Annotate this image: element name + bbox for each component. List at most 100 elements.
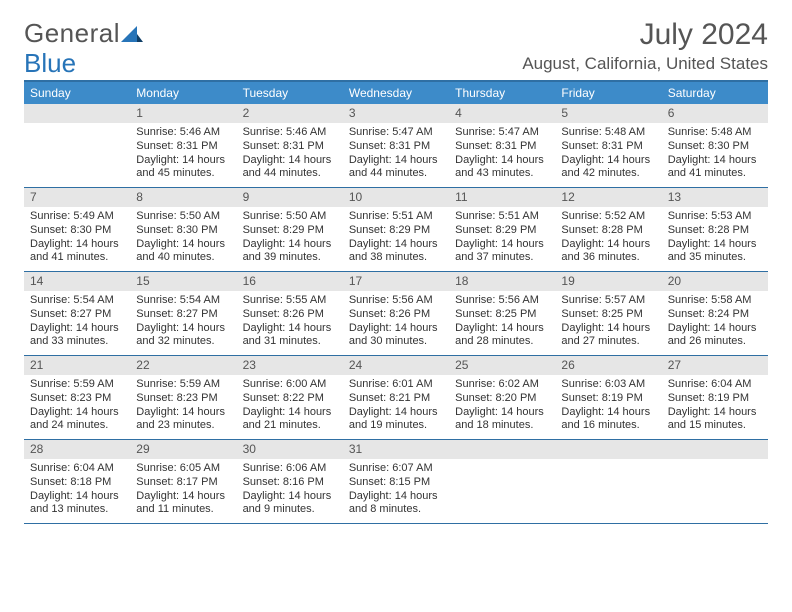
daylight-text: Daylight: 14 hours and 28 minutes.: [455, 322, 549, 350]
day-cell: 19Sunrise: 5:57 AMSunset: 8:25 PMDayligh…: [555, 272, 661, 355]
daylight-text: Daylight: 14 hours and 37 minutes.: [455, 238, 549, 266]
day-body: Sunrise: 5:51 AMSunset: 8:29 PMDaylight:…: [449, 207, 555, 271]
sunrise-text: Sunrise: 5:56 AM: [349, 294, 443, 308]
sunset-text: Sunset: 8:27 PM: [30, 308, 124, 322]
day-body: Sunrise: 6:06 AMSunset: 8:16 PMDaylight:…: [237, 459, 343, 523]
daylight-text: Daylight: 14 hours and 39 minutes.: [243, 238, 337, 266]
sunset-text: Sunset: 8:22 PM: [243, 392, 337, 406]
daylight-text: Daylight: 14 hours and 42 minutes.: [561, 154, 655, 182]
daylight-text: Daylight: 14 hours and 8 minutes.: [349, 490, 443, 518]
day-number: [662, 440, 768, 459]
daylight-text: Daylight: 14 hours and 23 minutes.: [136, 406, 230, 434]
day-number: 5: [555, 104, 661, 123]
daylight-text: Daylight: 14 hours and 40 minutes.: [136, 238, 230, 266]
header: General July 2024 August, California, Un…: [24, 18, 768, 74]
day-cell: 27Sunrise: 6:04 AMSunset: 8:19 PMDayligh…: [662, 356, 768, 439]
day-cell: 8Sunrise: 5:50 AMSunset: 8:30 PMDaylight…: [130, 188, 236, 271]
dow-thu: Thursday: [449, 82, 555, 104]
sunset-text: Sunset: 8:25 PM: [561, 308, 655, 322]
week-row: 7Sunrise: 5:49 AMSunset: 8:30 PMDaylight…: [24, 188, 768, 272]
sunrise-text: Sunrise: 6:00 AM: [243, 378, 337, 392]
location: August, California, United States: [522, 54, 768, 74]
day-number: [555, 440, 661, 459]
dow-mon: Monday: [130, 82, 236, 104]
sunrise-text: Sunrise: 6:02 AM: [455, 378, 549, 392]
day-number: 12: [555, 188, 661, 207]
sunset-text: Sunset: 8:30 PM: [136, 224, 230, 238]
sunset-text: Sunset: 8:31 PM: [349, 140, 443, 154]
day-cell: 29Sunrise: 6:05 AMSunset: 8:17 PMDayligh…: [130, 440, 236, 523]
day-number: 31: [343, 440, 449, 459]
sunrise-text: Sunrise: 5:52 AM: [561, 210, 655, 224]
day-cell: 26Sunrise: 6:03 AMSunset: 8:19 PMDayligh…: [555, 356, 661, 439]
day-number: 4: [449, 104, 555, 123]
day-body: Sunrise: 6:07 AMSunset: 8:15 PMDaylight:…: [343, 459, 449, 523]
day-cell: 25Sunrise: 6:02 AMSunset: 8:20 PMDayligh…: [449, 356, 555, 439]
day-cell: 12Sunrise: 5:52 AMSunset: 8:28 PMDayligh…: [555, 188, 661, 271]
daylight-text: Daylight: 14 hours and 16 minutes.: [561, 406, 655, 434]
logo-part2: Blue: [24, 48, 76, 78]
sunset-text: Sunset: 8:18 PM: [30, 476, 124, 490]
sunset-text: Sunset: 8:19 PM: [561, 392, 655, 406]
calendar: Sunday Monday Tuesday Wednesday Thursday…: [24, 80, 768, 524]
sunrise-text: Sunrise: 5:58 AM: [668, 294, 762, 308]
day-cell: 10Sunrise: 5:51 AMSunset: 8:29 PMDayligh…: [343, 188, 449, 271]
day-cell: 13Sunrise: 5:53 AMSunset: 8:28 PMDayligh…: [662, 188, 768, 271]
day-number: 30: [237, 440, 343, 459]
week-row: 14Sunrise: 5:54 AMSunset: 8:27 PMDayligh…: [24, 272, 768, 356]
day-number: 8: [130, 188, 236, 207]
day-body: Sunrise: 5:51 AMSunset: 8:29 PMDaylight:…: [343, 207, 449, 271]
sunset-text: Sunset: 8:29 PM: [349, 224, 443, 238]
sunrise-text: Sunrise: 5:59 AM: [136, 378, 230, 392]
month-title: July 2024: [522, 18, 768, 52]
day-number: 25: [449, 356, 555, 375]
day-number: 23: [237, 356, 343, 375]
sunrise-text: Sunrise: 5:57 AM: [561, 294, 655, 308]
daylight-text: Daylight: 14 hours and 36 minutes.: [561, 238, 655, 266]
sunset-text: Sunset: 8:21 PM: [349, 392, 443, 406]
daylight-text: Daylight: 14 hours and 44 minutes.: [243, 154, 337, 182]
dow-fri: Friday: [555, 82, 661, 104]
day-cell: [449, 440, 555, 523]
day-body: Sunrise: 6:01 AMSunset: 8:21 PMDaylight:…: [343, 375, 449, 439]
daylight-text: Daylight: 14 hours and 21 minutes.: [243, 406, 337, 434]
day-number: 9: [237, 188, 343, 207]
sunrise-text: Sunrise: 5:54 AM: [30, 294, 124, 308]
day-number: 1: [130, 104, 236, 123]
logo-part2-wrap: Blue: [24, 48, 76, 79]
week-row: 1Sunrise: 5:46 AMSunset: 8:31 PMDaylight…: [24, 104, 768, 188]
sunrise-text: Sunrise: 6:01 AM: [349, 378, 443, 392]
daylight-text: Daylight: 14 hours and 18 minutes.: [455, 406, 549, 434]
day-number: 10: [343, 188, 449, 207]
day-cell: [24, 104, 130, 187]
sunrise-text: Sunrise: 5:48 AM: [668, 126, 762, 140]
sunset-text: Sunset: 8:19 PM: [668, 392, 762, 406]
sunset-text: Sunset: 8:30 PM: [668, 140, 762, 154]
day-body: Sunrise: 5:59 AMSunset: 8:23 PMDaylight:…: [130, 375, 236, 439]
day-body: Sunrise: 6:04 AMSunset: 8:18 PMDaylight:…: [24, 459, 130, 523]
day-cell: 20Sunrise: 5:58 AMSunset: 8:24 PMDayligh…: [662, 272, 768, 355]
sunrise-text: Sunrise: 5:54 AM: [136, 294, 230, 308]
sunset-text: Sunset: 8:31 PM: [455, 140, 549, 154]
week-row: 28Sunrise: 6:04 AMSunset: 8:18 PMDayligh…: [24, 440, 768, 524]
sunset-text: Sunset: 8:27 PM: [136, 308, 230, 322]
sunrise-text: Sunrise: 5:47 AM: [455, 126, 549, 140]
daylight-text: Daylight: 14 hours and 31 minutes.: [243, 322, 337, 350]
day-body: Sunrise: 5:49 AMSunset: 8:30 PMDaylight:…: [24, 207, 130, 271]
day-cell: 24Sunrise: 6:01 AMSunset: 8:21 PMDayligh…: [343, 356, 449, 439]
daylight-text: Daylight: 14 hours and 41 minutes.: [30, 238, 124, 266]
sunset-text: Sunset: 8:23 PM: [136, 392, 230, 406]
daylight-text: Daylight: 14 hours and 24 minutes.: [30, 406, 124, 434]
day-cell: [555, 440, 661, 523]
day-body: Sunrise: 5:50 AMSunset: 8:29 PMDaylight:…: [237, 207, 343, 271]
sunset-text: Sunset: 8:15 PM: [349, 476, 443, 490]
day-cell: [662, 440, 768, 523]
daylight-text: Daylight: 14 hours and 32 minutes.: [136, 322, 230, 350]
day-cell: 5Sunrise: 5:48 AMSunset: 8:31 PMDaylight…: [555, 104, 661, 187]
day-number: 19: [555, 272, 661, 291]
day-number: 2: [237, 104, 343, 123]
sunrise-text: Sunrise: 5:51 AM: [455, 210, 549, 224]
day-body: Sunrise: 5:54 AMSunset: 8:27 PMDaylight:…: [130, 291, 236, 355]
daylight-text: Daylight: 14 hours and 11 minutes.: [136, 490, 230, 518]
day-cell: 16Sunrise: 5:55 AMSunset: 8:26 PMDayligh…: [237, 272, 343, 355]
